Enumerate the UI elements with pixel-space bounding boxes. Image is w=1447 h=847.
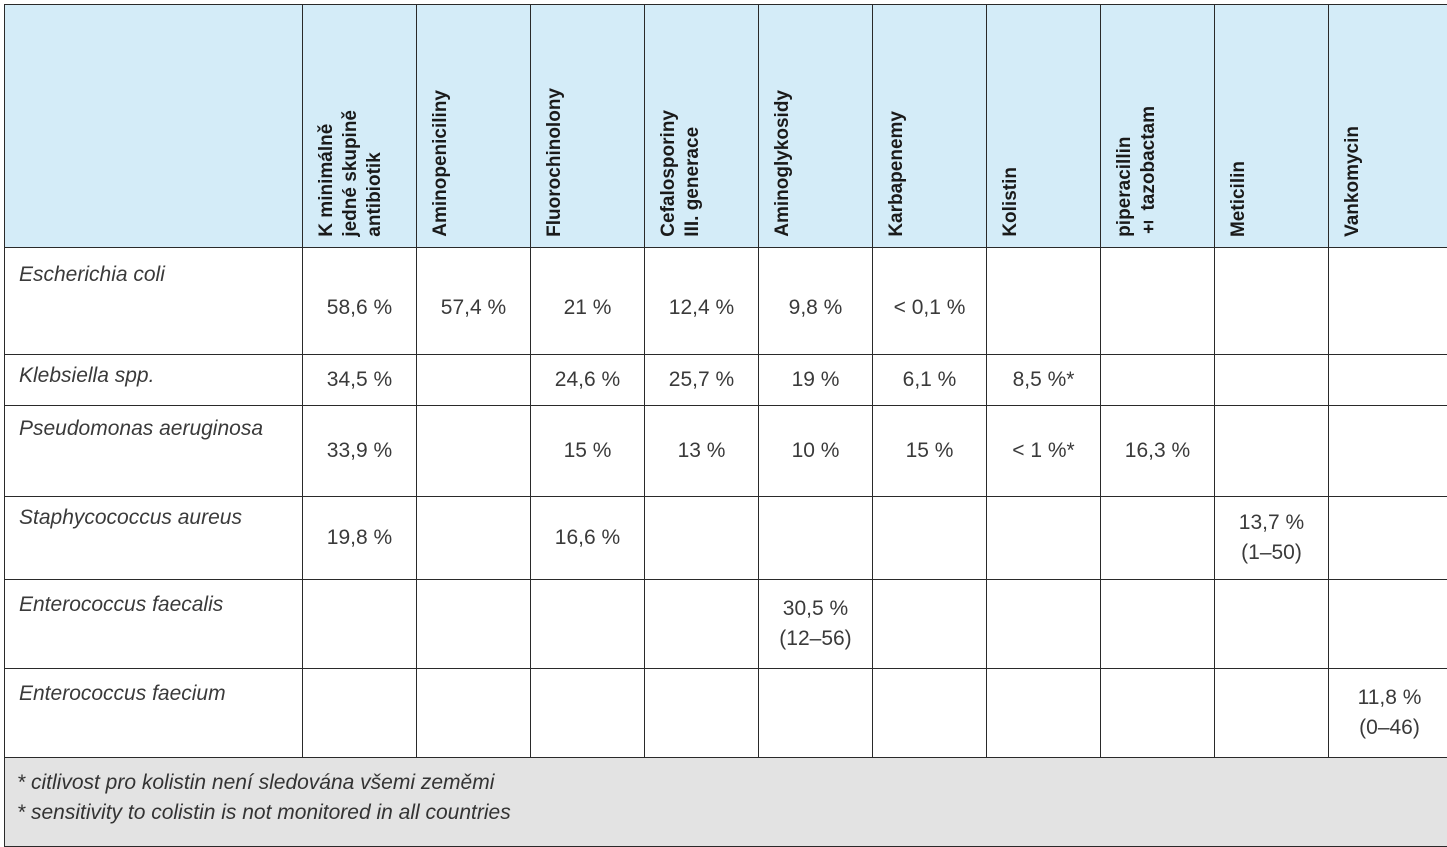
value-cell: 15 % [531, 406, 645, 497]
value-cell [987, 580, 1101, 669]
table-row: Enterococcus faecium 11,8 % (0–46) [5, 669, 1447, 758]
col-header: Meticilin [1215, 5, 1329, 248]
footnote-en: * sensitivity to colistin is not monitor… [17, 798, 1447, 828]
value-cell: < 1 %* [987, 406, 1101, 497]
value-cell: 30,5 % (12–56) [759, 580, 873, 669]
value-cell: 19 % [759, 355, 873, 406]
table-row: Staphycococcus aureus 19,8 % 16,6 % 13,7… [5, 497, 1447, 580]
value-cell [1329, 580, 1447, 669]
footnote-row: * citlivost pro kolistin není sledována … [5, 758, 1447, 847]
value-cell [645, 580, 759, 669]
value-cell [531, 669, 645, 758]
value-cell [1329, 497, 1447, 580]
value-cell [1329, 355, 1447, 406]
value-cell [417, 669, 531, 758]
value-cell [645, 669, 759, 758]
value-cell: 6,1 % [873, 355, 987, 406]
value-cell [987, 248, 1101, 355]
value-cell [1101, 355, 1215, 406]
value-cell [417, 580, 531, 669]
value-cell: 21 % [531, 248, 645, 355]
col-header: Vankomycin [1329, 5, 1447, 248]
table-row: Klebsiella spp. 34,5 % 24,6 % 25,7 % 19 … [5, 355, 1447, 406]
value-cell [759, 669, 873, 758]
value-cell [645, 497, 759, 580]
col-header: Fluorochinolony [531, 5, 645, 248]
value-cell [303, 669, 417, 758]
organism-cell: Enterococcus faecalis [5, 580, 303, 669]
organism-cell: Staphycococcus aureus [5, 497, 303, 580]
value-cell [1215, 580, 1329, 669]
value-cell [303, 580, 417, 669]
value-cell [1329, 406, 1447, 497]
value-cell: 33,9 % [303, 406, 417, 497]
value-cell: 25,7 % [645, 355, 759, 406]
value-cell [417, 497, 531, 580]
col-header: Cefalosporiny III. generace [645, 5, 759, 248]
organism-cell: Enterococcus faecium [5, 669, 303, 758]
table-row: Escherichia coli 58,6 % 57,4 % 21 % 12,4… [5, 248, 1447, 355]
organism-cell: Pseudomonas aeruginosa [5, 406, 303, 497]
value-cell: 12,4 % [645, 248, 759, 355]
value-cell [873, 580, 987, 669]
value-cell [1101, 248, 1215, 355]
value-cell: 24,6 % [531, 355, 645, 406]
table-row: Enterococcus faecalis 30,5 % (12–56) [5, 580, 1447, 669]
value-cell: 13,7 % (1–50) [1215, 497, 1329, 580]
footnote-cz: * citlivost pro kolistin není sledována … [17, 768, 1447, 798]
header-row: K minimálně jedné skupině antibiotik Ami… [5, 5, 1447, 248]
value-cell: 13 % [645, 406, 759, 497]
value-cell [1329, 248, 1447, 355]
value-cell: 11,8 % (0–46) [1329, 669, 1447, 758]
table-row: Pseudomonas aeruginosa 33,9 % 15 % 13 % … [5, 406, 1447, 497]
value-cell [873, 669, 987, 758]
value-cell: 58,6 % [303, 248, 417, 355]
value-cell [1101, 497, 1215, 580]
value-cell [759, 497, 873, 580]
col-header: Kolistin [987, 5, 1101, 248]
value-cell [1215, 248, 1329, 355]
value-cell [1215, 355, 1329, 406]
value-cell [987, 669, 1101, 758]
value-cell [417, 355, 531, 406]
value-cell: 10 % [759, 406, 873, 497]
value-cell: 9,8 % [759, 248, 873, 355]
header-corner [5, 5, 303, 248]
col-header: piperacillin ± tazobactam [1101, 5, 1215, 248]
value-cell [1101, 669, 1215, 758]
col-header: Karbapenemy [873, 5, 987, 248]
value-cell: < 0,1 % [873, 248, 987, 355]
organism-cell: Klebsiella spp. [5, 355, 303, 406]
value-cell: 15 % [873, 406, 987, 497]
resistance-table: K minimálně jedné skupině antibiotik Ami… [4, 4, 1447, 847]
value-cell [1101, 580, 1215, 669]
value-cell: 57,4 % [417, 248, 531, 355]
value-cell [531, 580, 645, 669]
col-header: Aminoglykosidy [759, 5, 873, 248]
value-cell: 34,5 % [303, 355, 417, 406]
value-cell: 19,8 % [303, 497, 417, 580]
value-cell: 8,5 %* [987, 355, 1101, 406]
value-cell [873, 497, 987, 580]
footnote-cell: * citlivost pro kolistin není sledována … [5, 758, 1447, 847]
value-cell [1215, 406, 1329, 497]
col-header: K minimálně jedné skupině antibiotik [303, 5, 417, 248]
col-header: Aminopeniciliny [417, 5, 531, 248]
value-cell [987, 497, 1101, 580]
organism-cell: Escherichia coli [5, 248, 303, 355]
value-cell [417, 406, 531, 497]
value-cell: 16,3 % [1101, 406, 1215, 497]
value-cell [1215, 669, 1329, 758]
value-cell: 16,6 % [531, 497, 645, 580]
